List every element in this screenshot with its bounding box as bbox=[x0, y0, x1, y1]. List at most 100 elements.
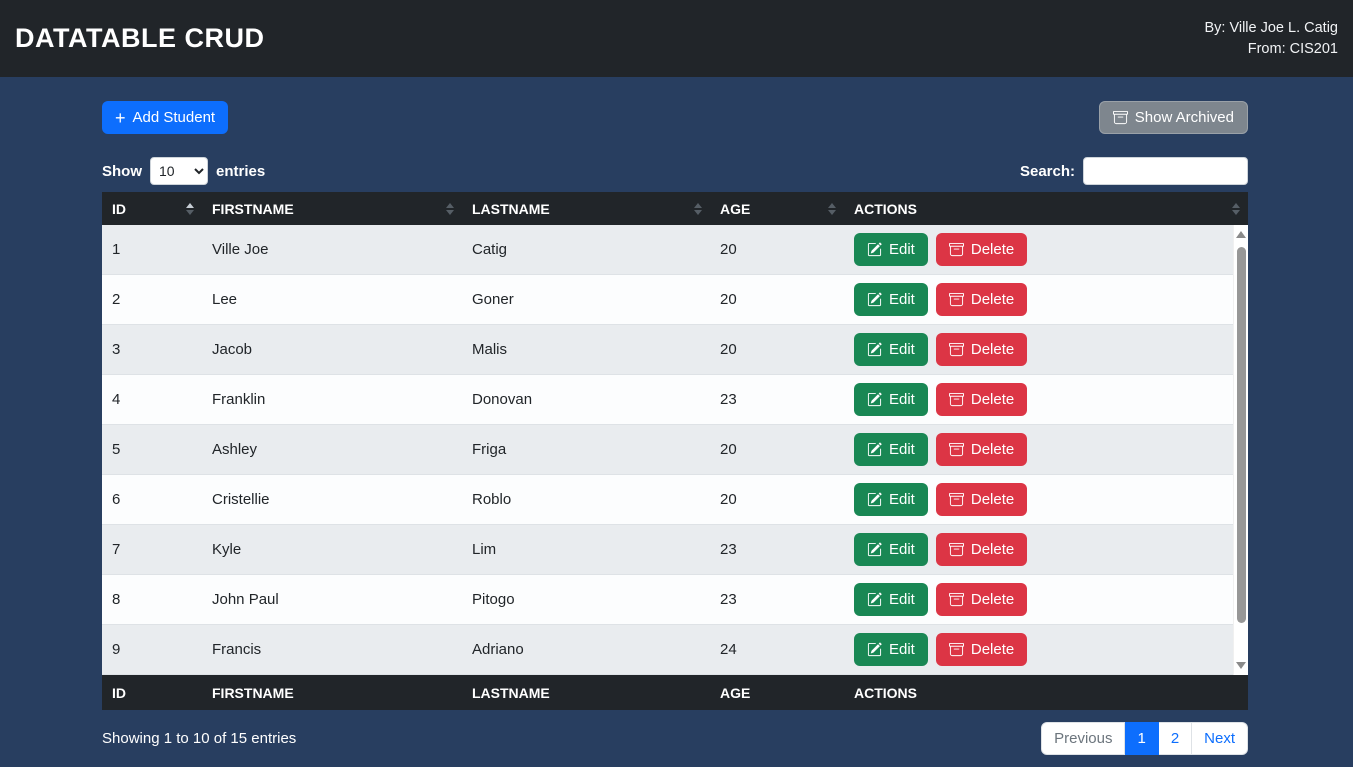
cell-actions: Edit Delete bbox=[844, 325, 1233, 374]
cell-id: 5 bbox=[112, 441, 121, 458]
cell-age: 20 bbox=[720, 341, 737, 358]
archive-icon bbox=[948, 242, 964, 257]
cell-lastname: Malis bbox=[472, 341, 508, 358]
delete-button[interactable]: Delete bbox=[935, 283, 1028, 316]
edit-button[interactable]: Edit bbox=[854, 233, 928, 266]
pagination-next[interactable]: Next bbox=[1192, 722, 1248, 755]
pencil-square-icon bbox=[867, 242, 882, 257]
scrollbar-thumb[interactable] bbox=[1237, 247, 1246, 623]
table-scrollbar[interactable] bbox=[1233, 225, 1248, 675]
delete-button[interactable]: Delete bbox=[935, 433, 1028, 466]
table-footer-row: ID FIRSTNAME LASTNAME AGE ACTIONS bbox=[102, 675, 1248, 710]
column-header-firstname[interactable]: FIRSTNAME bbox=[202, 201, 462, 217]
delete-button[interactable]: Delete bbox=[935, 233, 1028, 266]
column-header-age[interactable]: AGE bbox=[710, 201, 844, 217]
cell-id: 8 bbox=[112, 591, 121, 608]
pencil-square-icon bbox=[867, 592, 882, 607]
edit-button[interactable]: Edit bbox=[854, 383, 928, 416]
edit-button[interactable]: Edit bbox=[854, 483, 928, 516]
pagination-page-2[interactable]: 2 bbox=[1158, 722, 1193, 755]
table-row: 1 Ville Joe Catig 20 Edit Delete bbox=[102, 225, 1233, 275]
column-header-lastname[interactable]: LASTNAME bbox=[462, 201, 710, 217]
edit-button[interactable]: Edit bbox=[854, 283, 928, 316]
cell-lastname: Catig bbox=[472, 241, 508, 258]
search-input[interactable] bbox=[1083, 157, 1248, 185]
table-controls: Show 10 entries Search: bbox=[102, 157, 1248, 185]
edit-button[interactable]: Edit bbox=[854, 333, 928, 366]
table-footerbar: Showing 1 to 10 of 15 entries Previous 1… bbox=[102, 722, 1248, 755]
footer-header-lastname: LASTNAME bbox=[472, 684, 550, 701]
cell-firstname: John Paul bbox=[212, 591, 279, 608]
table-body: 1 Ville Joe Catig 20 Edit Delete 2 Lee Goner 20 Ed… bbox=[102, 225, 1248, 675]
footer-header-actions: ACTIONS bbox=[854, 684, 917, 701]
table-row: 9 Francis Adriano 24 Edit Delete bbox=[102, 625, 1233, 675]
delete-button[interactable]: Delete bbox=[935, 583, 1028, 616]
archive-icon bbox=[948, 542, 964, 557]
header-credits: By: Ville Joe L. Catig From: CIS201 bbox=[1204, 18, 1338, 60]
cell-age: 20 bbox=[720, 441, 737, 458]
sort-icon bbox=[446, 202, 454, 215]
cell-age: 23 bbox=[720, 391, 737, 408]
cell-lastname: Adriano bbox=[472, 641, 524, 658]
sort-icon bbox=[186, 202, 194, 215]
scrollbar-up-arrow[interactable] bbox=[1236, 231, 1246, 238]
cell-firstname: Ville Joe bbox=[212, 241, 269, 258]
delete-button[interactable]: Delete bbox=[935, 333, 1028, 366]
archive-icon bbox=[948, 492, 964, 507]
cell-id: 4 bbox=[112, 391, 121, 408]
cell-id: 7 bbox=[112, 541, 121, 558]
cell-age: 20 bbox=[720, 291, 737, 308]
cell-firstname: Cristellie bbox=[212, 491, 270, 508]
cell-id: 9 bbox=[112, 641, 121, 658]
edit-button[interactable]: Edit bbox=[854, 533, 928, 566]
table-row: 2 Lee Goner 20 Edit Delete bbox=[102, 275, 1233, 325]
cell-id: 3 bbox=[112, 341, 121, 358]
pagination-previous[interactable]: Previous bbox=[1041, 722, 1126, 755]
cell-actions: Edit Delete bbox=[844, 525, 1233, 574]
byline-text: By: Ville Joe L. Catig bbox=[1204, 19, 1338, 36]
show-label: Show bbox=[102, 162, 142, 180]
column-header-actions[interactable]: ACTIONS bbox=[844, 201, 1248, 217]
column-header-id[interactable]: ID bbox=[102, 201, 202, 217]
entries-info: Showing 1 to 10 of 15 entries bbox=[102, 730, 297, 747]
delete-button[interactable]: Delete bbox=[935, 633, 1028, 666]
add-student-label: Add Student bbox=[132, 109, 216, 126]
pencil-square-icon bbox=[867, 492, 882, 507]
archive-icon bbox=[948, 342, 964, 357]
edit-button[interactable]: Edit bbox=[854, 433, 928, 466]
table-row: 4 Franklin Donovan 23 Edit Delete bbox=[102, 375, 1233, 425]
students-table: ID FIRSTNAME LASTNAME AGE ACTIONS 1 Ville… bbox=[102, 192, 1248, 710]
cell-lastname: Roblo bbox=[472, 491, 512, 508]
edit-button[interactable]: Edit bbox=[854, 633, 928, 666]
delete-button[interactable]: Delete bbox=[935, 533, 1028, 566]
show-archived-label: Show Archived bbox=[1134, 109, 1234, 126]
cell-age: 23 bbox=[720, 591, 737, 608]
page-size-select[interactable]: 10 bbox=[150, 157, 208, 185]
edit-button[interactable]: Edit bbox=[854, 583, 928, 616]
search-label: Search: bbox=[1019, 162, 1075, 180]
cell-age: 24 bbox=[720, 641, 737, 658]
cell-actions: Edit Delete bbox=[844, 575, 1233, 624]
pagination-page-1[interactable]: 1 bbox=[1125, 722, 1159, 755]
sort-icon bbox=[828, 202, 836, 215]
cell-firstname: Jacob bbox=[212, 341, 253, 358]
cell-id: 6 bbox=[112, 491, 121, 508]
entries-label: entries bbox=[216, 162, 266, 180]
cell-age: 20 bbox=[720, 491, 737, 508]
footer-header-firstname: FIRSTNAME bbox=[212, 684, 294, 701]
cell-id: 1 bbox=[112, 241, 121, 258]
cell-firstname: Kyle bbox=[212, 541, 242, 558]
archive-icon bbox=[948, 592, 964, 607]
delete-button[interactable]: Delete bbox=[935, 483, 1028, 516]
scrollbar-down-arrow[interactable] bbox=[1236, 662, 1246, 669]
archive-icon bbox=[948, 292, 964, 307]
page-length-control: Show 10 entries bbox=[102, 157, 265, 185]
delete-button[interactable]: Delete bbox=[935, 383, 1028, 416]
table-row: 8 John Paul Pitogo 23 Edit Delete bbox=[102, 575, 1233, 625]
table-rows: 1 Ville Joe Catig 20 Edit Delete 2 Lee Goner 20 Ed… bbox=[102, 225, 1233, 675]
course-text: From: CIS201 bbox=[1247, 40, 1338, 57]
pencil-square-icon bbox=[867, 642, 882, 657]
cell-actions: Edit Delete bbox=[844, 375, 1233, 424]
show-archived-button[interactable]: Show Archived bbox=[1098, 101, 1248, 134]
add-student-button[interactable]: + Add Student bbox=[102, 101, 229, 134]
